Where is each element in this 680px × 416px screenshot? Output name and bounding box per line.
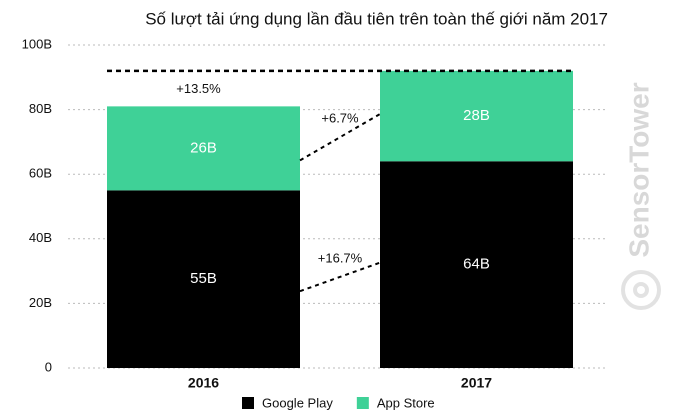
- y-tick-label: 0: [45, 359, 52, 374]
- y-tick-label: 40B: [29, 230, 52, 245]
- value-label: 26B: [190, 139, 217, 156]
- y-tick-label: 100B: [22, 36, 52, 51]
- value-label: 64B: [463, 256, 490, 273]
- y-tick-label: 60B: [29, 166, 52, 181]
- annotation: +13.5%: [176, 81, 221, 96]
- watermark-logo: [621, 270, 661, 310]
- value-label: 55B: [190, 270, 217, 287]
- bar-segment: [380, 70, 573, 162]
- legend-swatch: [242, 397, 254, 409]
- legend-label: Google Play: [262, 395, 333, 410]
- legend-label: App Store: [377, 395, 435, 410]
- bar-segment: [107, 190, 300, 368]
- value-label: 28B: [463, 107, 490, 124]
- annotation: +6.7%: [321, 111, 359, 126]
- x-tick-label: 2017: [461, 375, 492, 391]
- legend-swatch: [356, 397, 369, 409]
- connector-dash: [299, 261, 381, 293]
- bar-segment: [380, 161, 573, 368]
- annotation: +16.7%: [318, 250, 363, 265]
- y-tick-label: 20B: [29, 295, 52, 310]
- watermark: SensorTower: [623, 82, 654, 257]
- y-tick-label: 80B: [29, 101, 52, 116]
- bar-segment: [107, 106, 300, 191]
- chart-title: Số lượt tải ứng dụng lần đầu tiên trên t…: [145, 9, 608, 28]
- x-tick-label: 2016: [188, 375, 219, 391]
